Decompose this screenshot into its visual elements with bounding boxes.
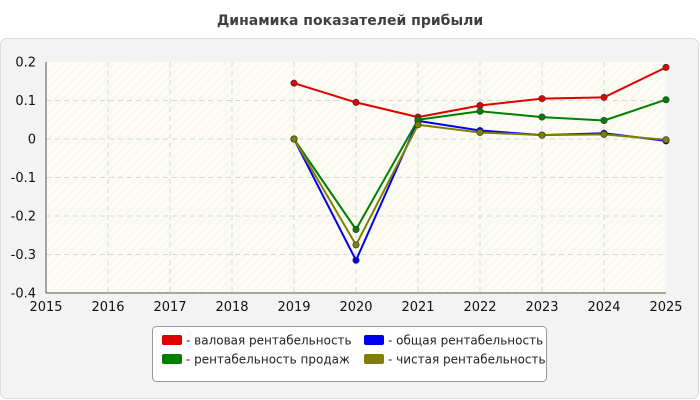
series-layer	[290, 63, 670, 264]
series-point-4	[662, 136, 670, 144]
x-tick-label: 2016	[91, 300, 124, 315]
series-point-3	[476, 107, 484, 115]
legend-swatch-4	[364, 354, 384, 364]
x-tick-label: 2019	[277, 300, 310, 315]
series-point-3	[662, 96, 670, 104]
x-tick-label: 2017	[153, 300, 186, 315]
legend-label-3: - рентабельность продаж	[186, 353, 350, 367]
x-tick-label: 2022	[463, 300, 496, 315]
x-tick-label: 2020	[339, 300, 372, 315]
y-tick-label: -0.1	[11, 171, 36, 186]
x-tick-label: 2024	[587, 300, 620, 315]
y-tick-label: -0.2	[11, 210, 36, 225]
legend-label-4: - чистая рентабельность	[388, 353, 546, 367]
y-tick-label: 0.1	[15, 94, 36, 109]
legend-swatch-2	[364, 335, 384, 345]
series-point-4	[600, 130, 608, 138]
legend-swatch-1	[162, 335, 182, 345]
axes-layer: 2015 2016 2017 2018 2019 2020 2021 2022 2023 2024…	[11, 56, 683, 316]
series-point-1	[352, 98, 360, 106]
y-tick-label: -0.3	[11, 248, 36, 263]
x-tick-label: 2021	[401, 300, 434, 315]
x-tick-label: 2018	[215, 300, 248, 315]
legend-box	[152, 326, 547, 382]
series-point-2	[352, 256, 360, 264]
legend: - валовая рентабельность - общая рентабел…	[152, 326, 547, 382]
series-point-4	[538, 131, 546, 139]
series-point-3	[600, 117, 608, 125]
series-point-4	[414, 121, 422, 129]
series-point-1	[662, 63, 670, 71]
series-point-1	[538, 95, 546, 103]
x-tick-label: 2023	[525, 300, 558, 315]
series-point-4	[476, 128, 484, 136]
series-point-4	[352, 241, 360, 249]
y-tick-label: 0.2	[15, 56, 36, 71]
y-tick-label: 0	[28, 133, 36, 148]
legend-label-1: - валовая рентабельность	[186, 334, 352, 348]
legend-swatch-3	[162, 354, 182, 364]
chart-title: Динамика показателей прибыли	[217, 13, 483, 29]
series-point-3	[538, 113, 546, 121]
series-point-1	[476, 102, 484, 110]
series-point-4	[290, 135, 298, 143]
series-point-1	[290, 79, 298, 87]
series-point-3	[352, 225, 360, 233]
legend-label-2: - общая рентабельность	[388, 334, 543, 348]
x-tick-label: 2025	[649, 300, 682, 315]
x-tick-label: 2015	[29, 300, 62, 315]
series-point-1	[600, 93, 608, 101]
y-tick-label: -0.4	[11, 287, 36, 302]
